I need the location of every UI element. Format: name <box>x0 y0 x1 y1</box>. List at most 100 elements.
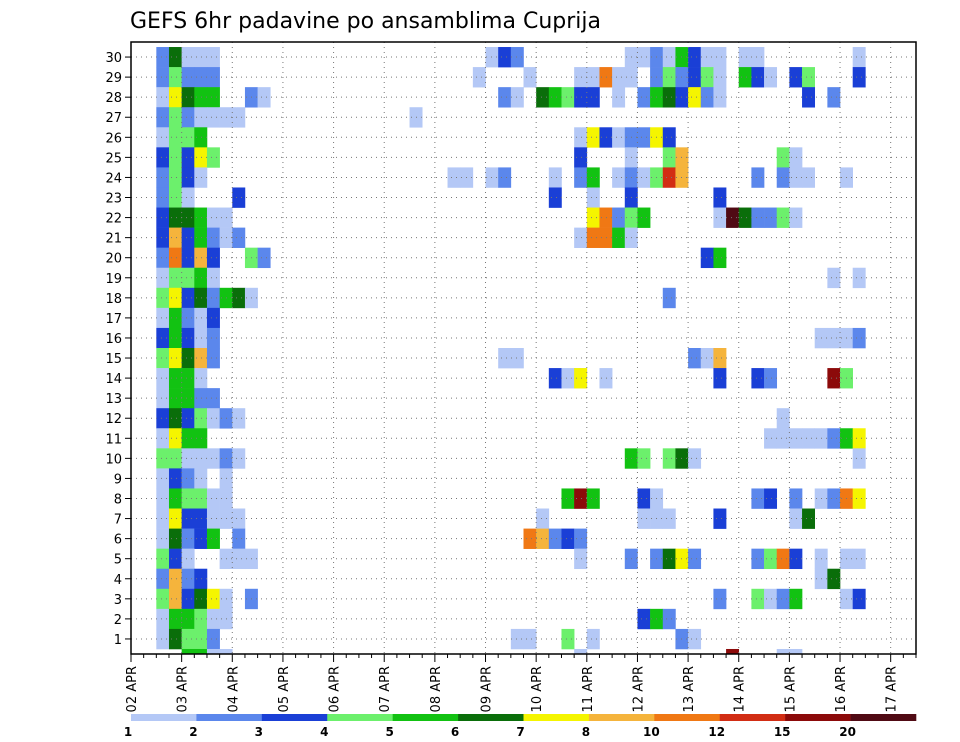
heatmap-cell <box>156 488 170 509</box>
heatmap-cell <box>574 648 588 655</box>
heatmap-cell <box>257 87 271 108</box>
x-tick-label: 13 APR <box>682 666 697 712</box>
heatmap-cell <box>156 167 170 188</box>
x-tick-label: 08 APR <box>429 666 444 712</box>
heatmap-cell <box>498 348 512 369</box>
heatmap-cell <box>168 87 182 108</box>
heatmap-cell <box>194 47 208 68</box>
heatmap-cell <box>764 207 778 228</box>
y-tick-label: 13 <box>105 392 122 407</box>
heatmap-cell <box>776 548 790 570</box>
heatmap-cell <box>156 588 170 610</box>
heatmap-cell <box>206 628 220 650</box>
heatmap-cell <box>802 428 816 449</box>
heatmap-cell <box>156 468 170 489</box>
heatmap-cell <box>232 287 246 309</box>
heatmap-cell <box>194 628 208 650</box>
heatmap-cell <box>852 448 866 469</box>
heatmap-cell <box>802 87 816 108</box>
heatmap-cell <box>206 67 220 88</box>
heatmap-cell <box>181 247 195 269</box>
heatmap-cell <box>181 468 195 489</box>
heatmap-cell <box>194 67 208 88</box>
heatmap-cell <box>156 47 170 68</box>
heatmap-cell <box>181 327 195 349</box>
heatmap-cell <box>776 588 790 610</box>
heatmap-cell <box>498 167 512 188</box>
heatmap-cell <box>852 267 866 289</box>
heatmap-cell <box>156 207 170 228</box>
heatmap-cell <box>713 187 727 208</box>
y-tick-label: 22 <box>105 212 122 227</box>
heatmap-cell <box>232 448 246 469</box>
y-tick-label: 24 <box>105 171 122 186</box>
y-tick-label: 9 <box>114 472 122 487</box>
heatmap-cell <box>700 348 714 369</box>
heatmap-cell <box>827 368 841 389</box>
heatmap-cell <box>194 648 208 655</box>
heatmap-cell <box>612 67 626 88</box>
heatmap-cell <box>662 508 676 529</box>
heatmap-cell <box>713 588 727 610</box>
heatmap-cell <box>156 408 170 429</box>
heatmap-cell <box>206 267 220 289</box>
heatmap-cell <box>156 87 170 108</box>
y-tick-label: 17 <box>105 312 122 327</box>
x-tick-label: 03 APR <box>176 666 191 712</box>
y-tick-label: 21 <box>105 232 122 247</box>
heatmap-cell <box>168 287 182 309</box>
heatmap-cell <box>194 388 208 409</box>
heatmap-cell <box>637 508 651 529</box>
heatmap-cell <box>599 127 613 148</box>
colorbar-label: 15 <box>774 725 791 739</box>
y-tick-label: 25 <box>105 151 122 166</box>
heatmap-cell <box>206 47 220 68</box>
heatmap-cell <box>536 528 550 549</box>
heatmap-cell <box>574 87 588 108</box>
heatmap-cell <box>156 287 170 309</box>
heatmap-cell <box>168 448 182 469</box>
heatmap-cell <box>206 327 220 349</box>
heatmap-cell <box>168 548 182 570</box>
heatmap-cell <box>156 107 170 128</box>
heatmap-cell <box>713 67 727 88</box>
heatmap-cell <box>156 227 170 248</box>
colorbar-segment <box>719 714 786 721</box>
heatmap-cell <box>168 588 182 610</box>
heatmap-cell <box>574 528 588 549</box>
heatmap-cell <box>688 548 702 570</box>
heatmap-cell <box>194 608 208 630</box>
colorbar-label: 20 <box>839 725 856 739</box>
heatmap-cell <box>206 508 220 529</box>
y-tick-label: 26 <box>105 131 122 146</box>
heatmap-cell <box>181 267 195 289</box>
heatmap-cell <box>789 508 803 529</box>
heatmap-cell <box>168 67 182 88</box>
heatmap-cell <box>232 408 246 429</box>
heatmap-cell <box>700 47 714 68</box>
heatmap-cell <box>612 87 626 108</box>
y-axis: 1234567891011121314151617181920212223242… <box>105 51 131 648</box>
colorbar-label: 10 <box>643 725 660 739</box>
heatmap-cell <box>574 67 588 88</box>
x-tick-label: 16 APR <box>834 666 849 712</box>
heatmap-cell <box>194 508 208 529</box>
colorbar-segment <box>392 714 459 721</box>
heatmap-cell <box>827 568 841 590</box>
heatmap-cell <box>751 47 765 68</box>
heatmap-cell <box>181 167 195 188</box>
y-tick-label: 28 <box>105 91 122 106</box>
y-tick-label: 5 <box>114 553 122 568</box>
heatmap-cell <box>168 47 182 68</box>
heatmap-cell <box>776 648 790 655</box>
y-tick-label: 10 <box>105 452 122 467</box>
heatmap-cell <box>168 408 182 429</box>
heatmap-cell <box>206 608 220 630</box>
y-tick-label: 11 <box>105 432 122 447</box>
heatmap-cell <box>751 548 765 570</box>
heatmap-cell <box>156 428 170 449</box>
heatmap-cell <box>561 368 575 389</box>
heatmap-cell <box>181 628 195 650</box>
y-tick-label: 16 <box>105 332 122 347</box>
